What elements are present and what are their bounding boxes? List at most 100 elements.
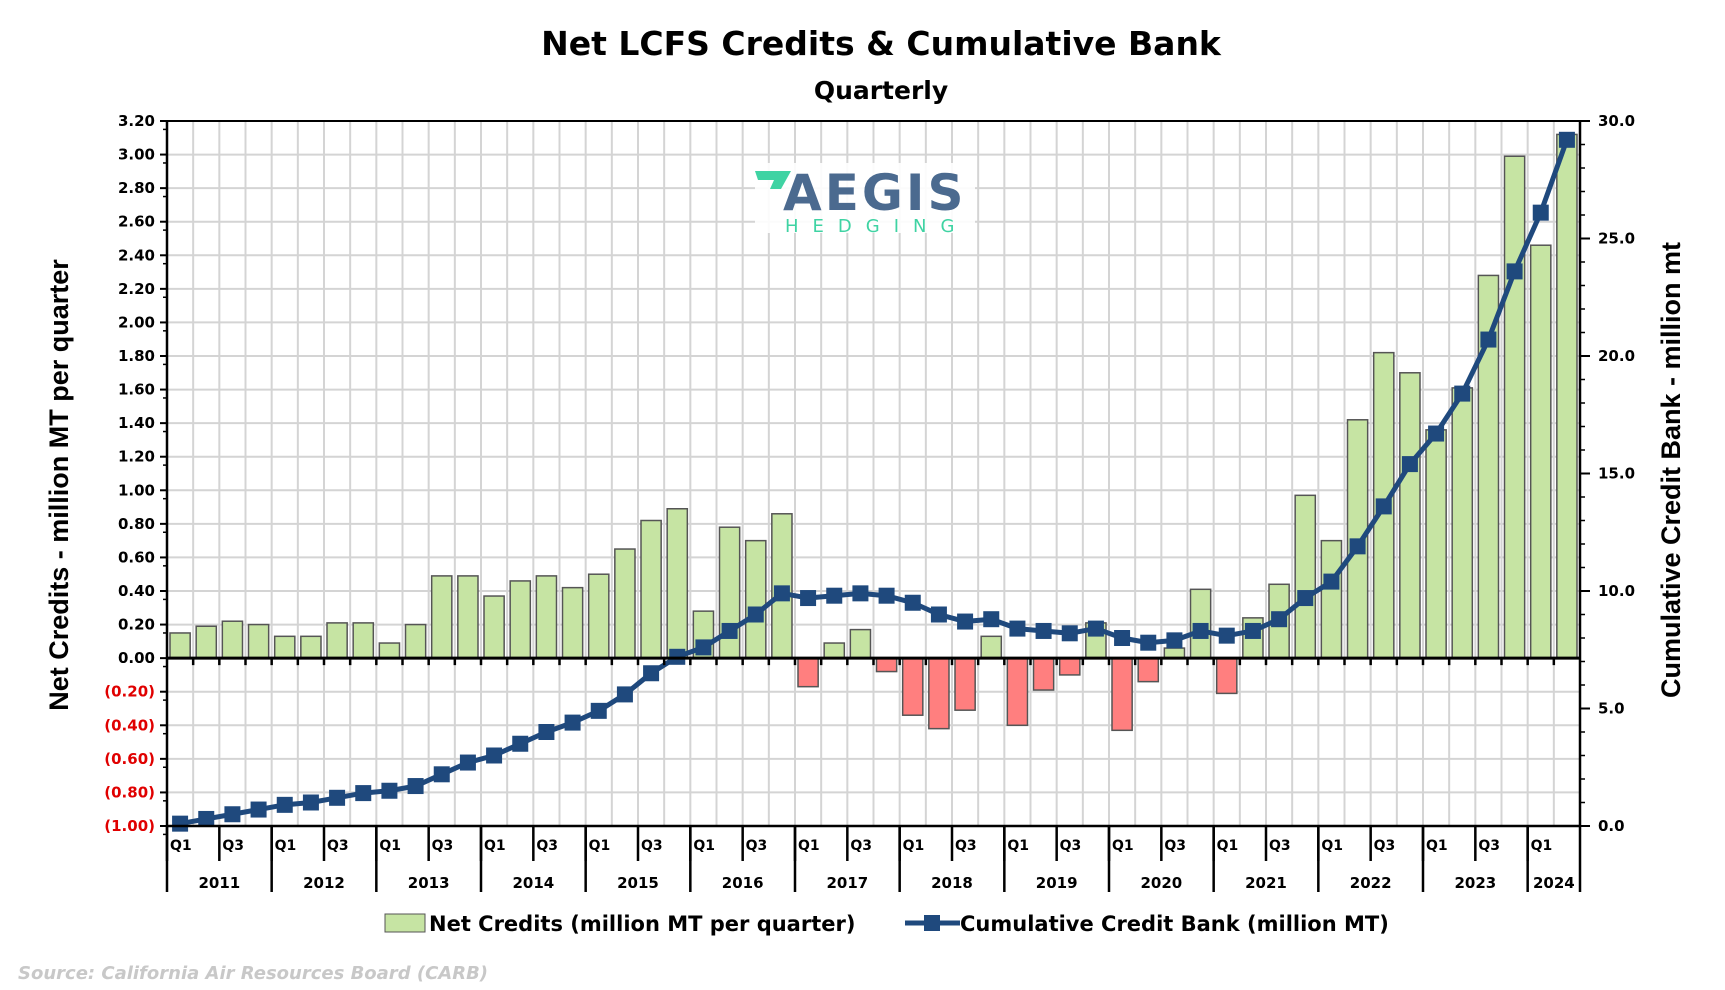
aegis-hedging-logo: AEGIS HEDGING: [755, 163, 975, 237]
quarter-label: Q3: [1164, 838, 1186, 854]
line-marker-7: [355, 785, 372, 802]
bar-47: [1399, 372, 1421, 659]
bar-22: [744, 539, 767, 659]
y-tick-label: (0.20): [104, 683, 155, 701]
y-tick-label: (0.80): [104, 783, 155, 801]
bar-24: [797, 657, 819, 688]
bar-17: [614, 548, 636, 659]
line-marker-37: [1140, 634, 1157, 651]
year-label-2024: 2024: [1533, 874, 1575, 892]
y-tick-label: 1.40: [118, 414, 155, 432]
line-marker-53: [1558, 131, 1575, 148]
line-marker-14: [538, 724, 555, 740]
y2-tick-label: 5.0: [1598, 700, 1625, 718]
year-label-2012: 2012: [303, 874, 345, 892]
year-label-2018: 2018: [931, 874, 973, 892]
bar-14: [535, 575, 558, 659]
year-label-2016: 2016: [722, 874, 764, 892]
bar-29: [928, 657, 950, 730]
bar-38: [1163, 647, 1186, 659]
bar-53: [1556, 133, 1578, 659]
line-marker-15: [564, 714, 581, 731]
bar-8: [378, 642, 401, 659]
line-marker-9: [407, 778, 424, 795]
y-tick-label: 0.40: [118, 582, 155, 600]
legend-net-credits: Net Credits (million MT per quarter): [429, 912, 855, 936]
bar-28: [901, 657, 924, 716]
y-tick-label: 2.60: [118, 213, 155, 231]
legend-cumulative-bank: Cumulative Credit Bank (million MT): [960, 912, 1389, 936]
line-marker-17: [616, 686, 633, 703]
line-marker-22: [747, 606, 764, 623]
line-marker-5: [302, 794, 319, 811]
y2-tick-label: 30.0: [1598, 112, 1635, 130]
line-marker-52: [1532, 204, 1549, 221]
y-tick-label: (0.60): [104, 750, 155, 768]
quarter-label: Q3: [850, 838, 872, 854]
line-marker-50: [1480, 331, 1497, 348]
quarter-label: Q1: [170, 838, 192, 854]
quarter-label: Q3: [641, 838, 663, 854]
line-marker-0: [172, 815, 189, 832]
bar-27: [875, 657, 898, 673]
quarter-label: Q1: [798, 838, 820, 854]
line-marker-49: [1454, 385, 1471, 402]
line-marker-29: [930, 606, 947, 623]
y2-axis-title: Cumulative Credit Bank - million mt: [1656, 242, 1686, 698]
chart-subtitle: Quarterly: [814, 76, 948, 105]
line-marker-23: [773, 585, 790, 602]
line-marker-42: [1271, 611, 1288, 628]
line-marker-46: [1375, 498, 1392, 515]
line-marker-2: [224, 806, 241, 823]
y2-tick-label: 0.0: [1598, 817, 1625, 835]
quarter-label: Q3: [746, 838, 768, 854]
cumulative-bank-line: [172, 131, 1575, 832]
quarter-label: Q3: [222, 838, 244, 854]
quarter-label: Q3: [327, 838, 349, 854]
bar-48: [1425, 429, 1447, 659]
line-marker-30: [957, 613, 974, 630]
y-tick-label: (0.40): [104, 716, 155, 734]
bar-30: [954, 657, 976, 711]
bar-7: [352, 622, 375, 659]
line-marker-25: [826, 587, 843, 604]
line-marker-12: [486, 747, 503, 764]
line-marker-21: [721, 622, 738, 639]
year-label-2020: 2020: [1140, 874, 1182, 892]
y2-tick-label: 10.0: [1598, 582, 1635, 600]
y-tick-label: 1.20: [118, 448, 155, 466]
y-tick-label: 1.60: [118, 381, 155, 399]
bar-3: [247, 623, 270, 659]
quarter-label: Q1: [275, 838, 297, 854]
quarter-label: Q1: [1531, 838, 1553, 854]
y2-tick-label: 15.0: [1598, 465, 1635, 483]
line-marker-16: [590, 702, 607, 719]
y-tick-label: 2.80: [118, 179, 155, 197]
line-marker-6: [329, 789, 346, 806]
line-marker-34: [1061, 625, 1078, 642]
bar-32: [1006, 657, 1029, 727]
bar-51: [1503, 155, 1526, 659]
bar-11: [457, 575, 479, 659]
line-marker-11: [459, 754, 476, 771]
bar-52: [1529, 244, 1552, 659]
quarter-label: Q1: [693, 838, 715, 854]
line-marker-27: [878, 587, 895, 604]
line-marker-33: [1035, 622, 1052, 639]
line-marker-43: [1297, 590, 1314, 607]
line-marker-48: [1428, 425, 1445, 442]
y-tick-label: 2.20: [118, 280, 155, 298]
quarter-label: Q1: [1217, 838, 1239, 854]
y-tick-label: 0.60: [118, 548, 155, 566]
quarter-label: Q3: [1060, 838, 1082, 854]
line-marker-18: [643, 665, 660, 682]
source-note: Source: California Air Resources Board (…: [18, 963, 488, 984]
quarter-label: Q1: [484, 838, 506, 854]
line-marker-13: [512, 735, 529, 752]
bar-40: [1215, 657, 1238, 695]
quarter-label: Q1: [1426, 838, 1448, 854]
line-marker-3: [250, 801, 267, 818]
bar-4: [273, 635, 296, 659]
bar-1: [195, 625, 218, 659]
year-label-2013: 2013: [408, 874, 450, 892]
